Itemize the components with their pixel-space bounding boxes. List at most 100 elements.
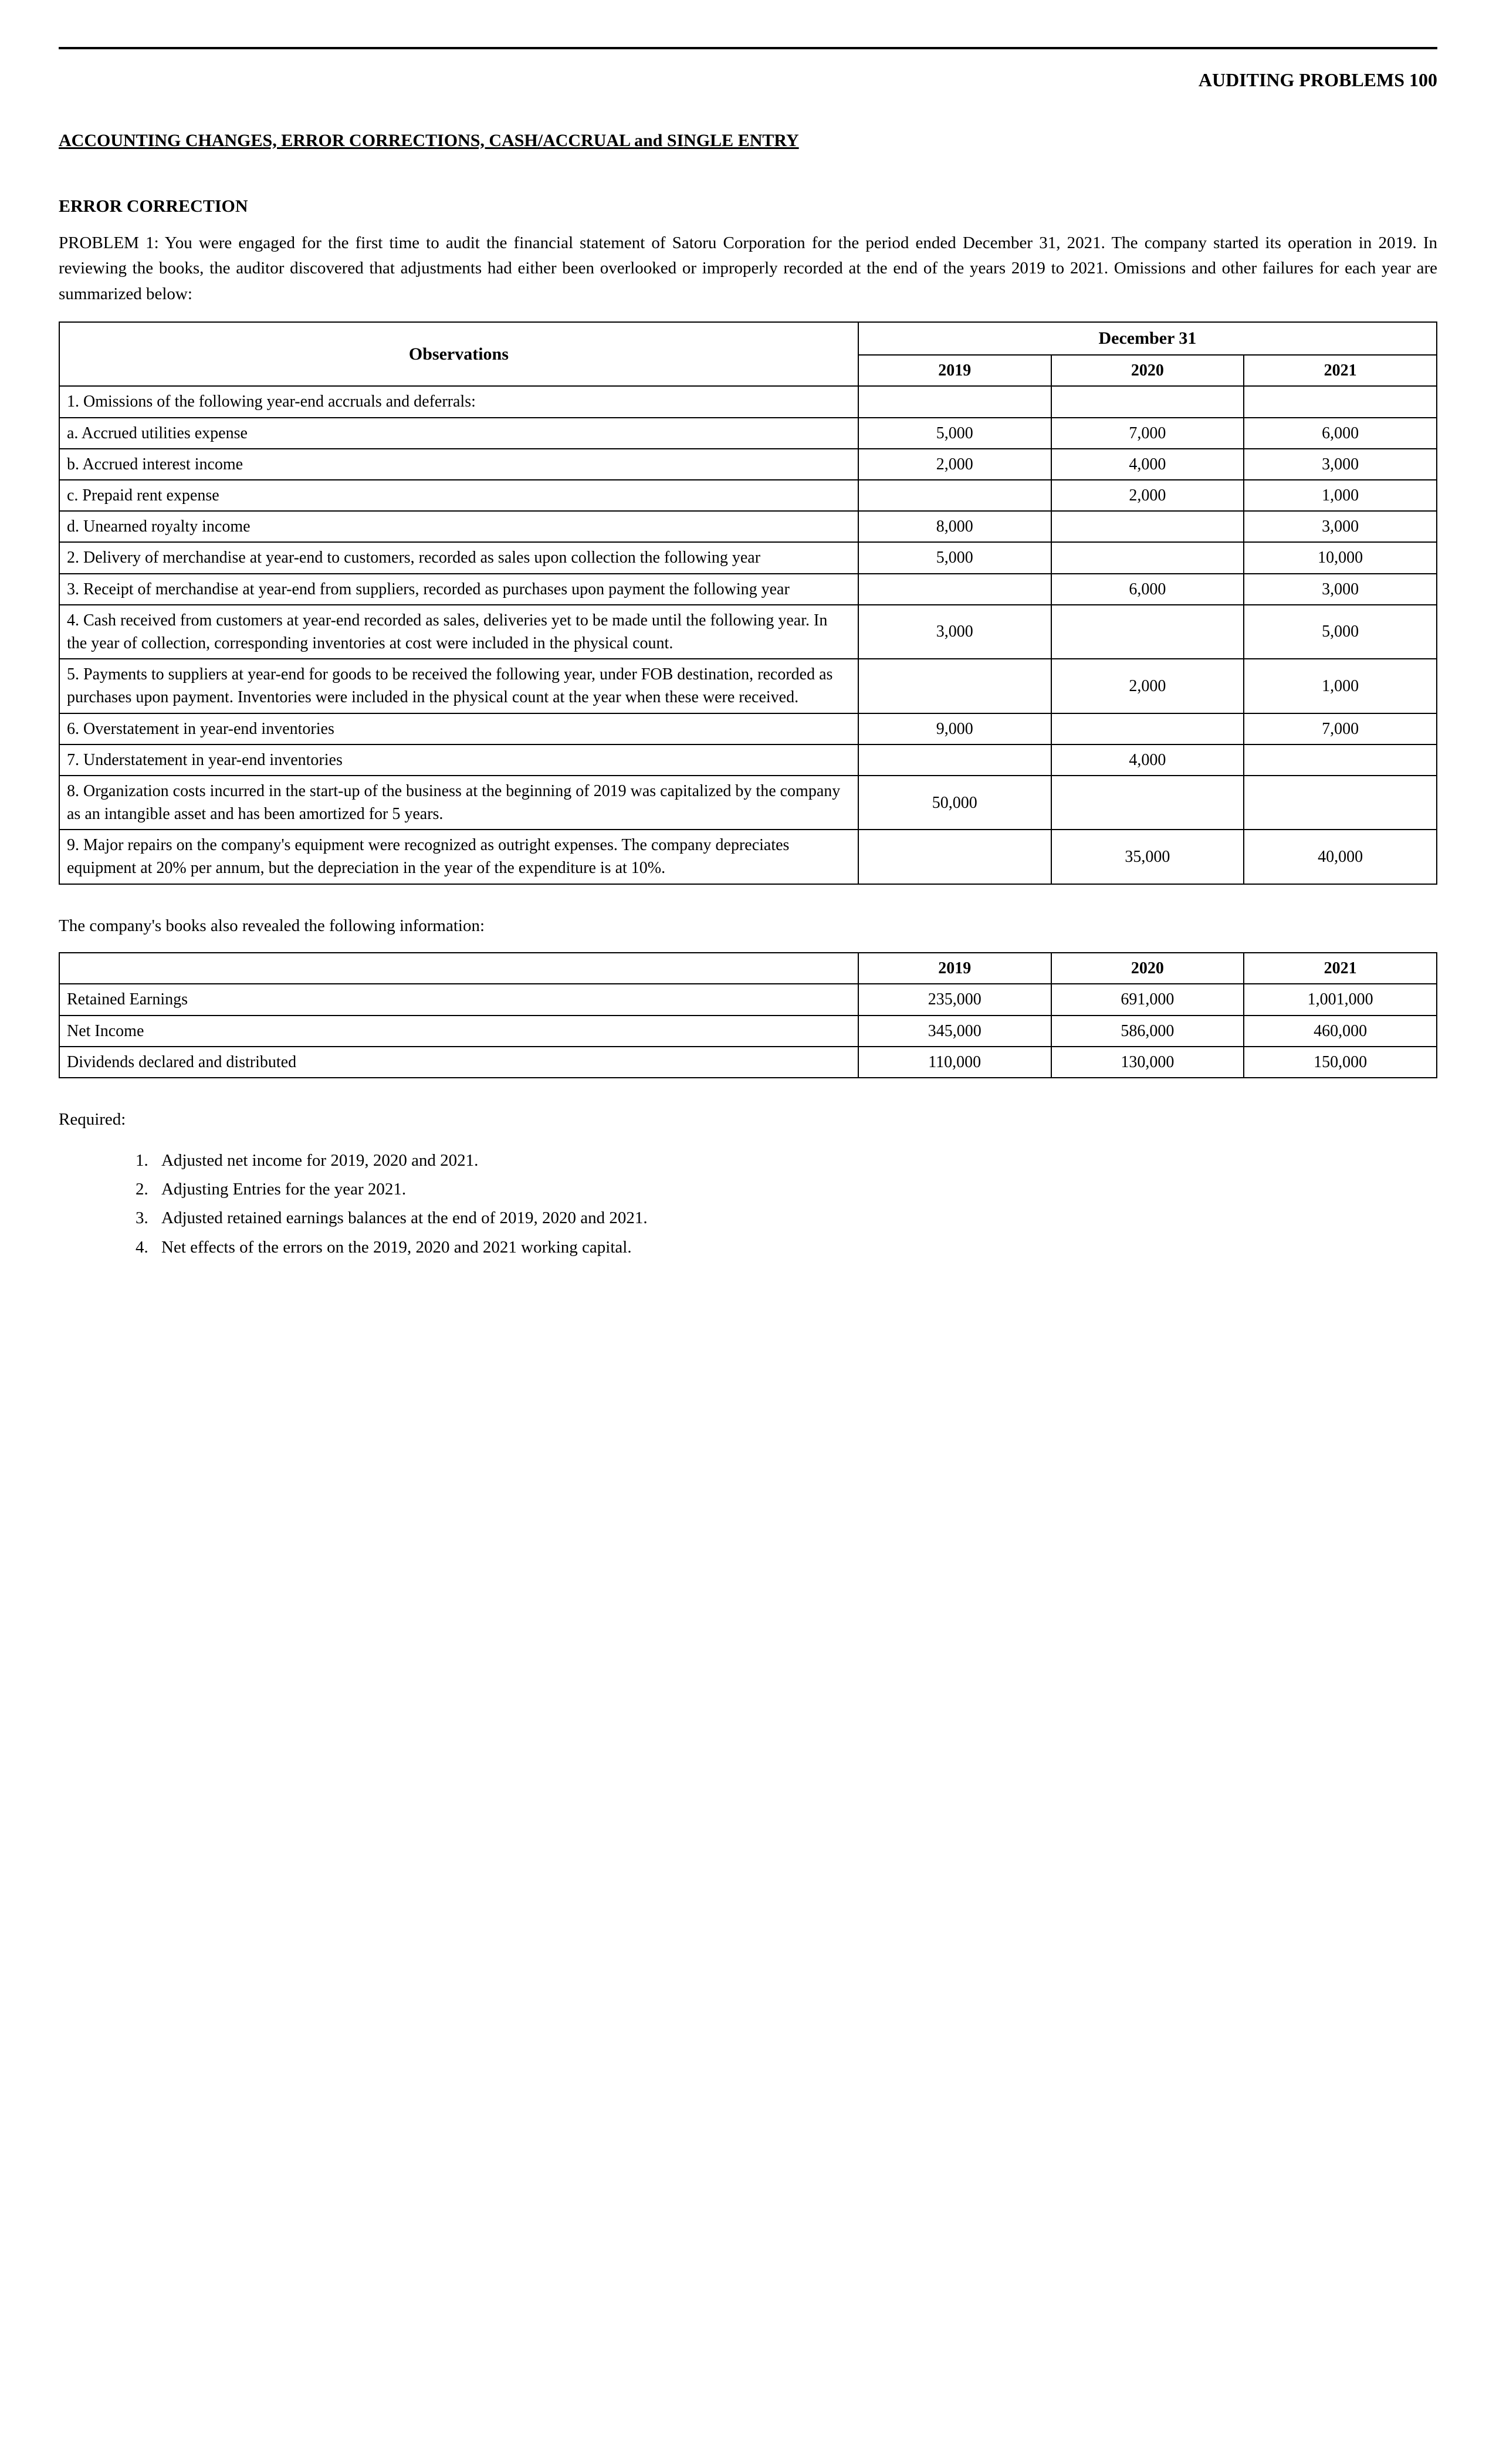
books-value: 1,001,000 <box>1244 984 1437 1015</box>
table-row: Retained Earnings235,000691,0001,001,000 <box>59 984 1437 1015</box>
books-value: 150,000 <box>1244 1047 1437 1078</box>
table-row: 5. Payments to suppliers at year-end for… <box>59 659 1437 713</box>
observation-desc: 8. Organization costs incurred in the st… <box>59 776 858 830</box>
books-year-2019: 2019 <box>858 953 1051 984</box>
info-text: The company's books also revealed the fo… <box>59 914 1437 938</box>
observation-value <box>1051 511 1244 542</box>
observation-value: 1,000 <box>1244 480 1437 511</box>
observation-value: 5,000 <box>858 542 1051 573</box>
observation-value: 4,000 <box>1051 449 1244 480</box>
books-value: 110,000 <box>858 1047 1051 1078</box>
observations-table: Observations December 31 2019 2020 2021 … <box>59 321 1437 884</box>
observation-value: 50,000 <box>858 776 1051 830</box>
observation-value: 3,000 <box>1244 449 1437 480</box>
observation-desc: a. Accrued utilities expense <box>59 418 858 449</box>
observation-value <box>858 659 1051 713</box>
observation-value <box>1051 776 1244 830</box>
books-year-2021: 2021 <box>1244 953 1437 984</box>
table-header-row: Observations December 31 <box>59 322 1437 355</box>
observation-desc: 9. Major repairs on the company's equipm… <box>59 830 858 884</box>
table-row: a. Accrued utilities expense5,0007,0006,… <box>59 418 1437 449</box>
observation-value: 5,000 <box>1244 605 1437 659</box>
observation-value <box>858 386 1051 417</box>
page-title: AUDITING PROBLEMS 100 <box>59 67 1437 93</box>
observation-desc: 6. Overstatement in year-end inventories <box>59 713 858 744</box>
observation-value <box>1244 386 1437 417</box>
table-row: 4. Cash received from customers at year-… <box>59 605 1437 659</box>
observation-value: 2,000 <box>1051 659 1244 713</box>
table-row: 8. Organization costs incurred in the st… <box>59 776 1437 830</box>
table-row: d. Unearned royalty income8,000 3,000 <box>59 511 1437 542</box>
observation-value <box>1051 605 1244 659</box>
required-item: Adjusted retained earnings balances at t… <box>153 1204 1437 1233</box>
books-year-2020: 2020 <box>1051 953 1244 984</box>
table-row: 6. Overstatement in year-end inventories… <box>59 713 1437 744</box>
observation-value: 2,000 <box>1051 480 1244 511</box>
observation-desc: 3. Receipt of merchandise at year-end fr… <box>59 574 858 605</box>
section-title: ACCOUNTING CHANGES, ERROR CORRECTIONS, C… <box>59 128 1437 153</box>
required-item: Net effects of the errors on the 2019, 2… <box>153 1233 1437 1262</box>
observation-desc: 7. Understatement in year-end inventorie… <box>59 744 858 776</box>
required-list: Adjusted net income for 2019, 2020 and 2… <box>153 1146 1437 1262</box>
books-value: 130,000 <box>1051 1047 1244 1078</box>
subsection-title: ERROR CORRECTION <box>59 194 1437 219</box>
year-2020: 2020 <box>1051 355 1244 386</box>
table-row: b. Accrued interest income2,0004,0003,00… <box>59 449 1437 480</box>
table-row: 2. Delivery of merchandise at year-end t… <box>59 542 1437 573</box>
observation-value: 40,000 <box>1244 830 1437 884</box>
observation-value <box>1244 776 1437 830</box>
observation-value: 1,000 <box>1244 659 1437 713</box>
books-value: 691,000 <box>1051 984 1244 1015</box>
observations-header: Observations <box>59 322 858 386</box>
observation-value: 35,000 <box>1051 830 1244 884</box>
required-label: Required: <box>59 1108 1437 1132</box>
observation-value <box>858 830 1051 884</box>
observation-value: 3,000 <box>1244 574 1437 605</box>
observation-value: 9,000 <box>858 713 1051 744</box>
observation-value <box>1051 386 1244 417</box>
observation-value: 6,000 <box>1244 418 1437 449</box>
observation-value: 8,000 <box>858 511 1051 542</box>
table-row: 3. Receipt of merchandise at year-end fr… <box>59 574 1437 605</box>
observation-desc: d. Unearned royalty income <box>59 511 858 542</box>
observation-value <box>858 480 1051 511</box>
observation-value: 2,000 <box>858 449 1051 480</box>
observation-value: 5,000 <box>858 418 1051 449</box>
books-desc: Retained Earnings <box>59 984 858 1015</box>
table-row: 1. Omissions of the following year-end a… <box>59 386 1437 417</box>
table-row: 9. Major repairs on the company's equipm… <box>59 830 1437 884</box>
books-value: 586,000 <box>1051 1016 1244 1047</box>
observation-value: 7,000 <box>1244 713 1437 744</box>
observation-value: 6,000 <box>1051 574 1244 605</box>
observation-value: 3,000 <box>1244 511 1437 542</box>
table-row: 7. Understatement in year-end inventorie… <box>59 744 1437 776</box>
observation-value: 4,000 <box>1051 744 1244 776</box>
observation-value: 3,000 <box>858 605 1051 659</box>
problem-text: PROBLEM 1: You were engaged for the firs… <box>59 231 1437 307</box>
books-value: 235,000 <box>858 984 1051 1015</box>
observation-value <box>1051 542 1244 573</box>
observation-value <box>858 574 1051 605</box>
observation-desc: 5. Payments to suppliers at year-end for… <box>59 659 858 713</box>
observation-value: 10,000 <box>1244 542 1437 573</box>
books-value: 345,000 <box>858 1016 1051 1047</box>
year-2019: 2019 <box>858 355 1051 386</box>
books-table: 2019 2020 2021 Retained Earnings235,0006… <box>59 952 1437 1078</box>
table-row: Net Income345,000586,000460,000 <box>59 1016 1437 1047</box>
observation-desc: 2. Delivery of merchandise at year-end t… <box>59 542 858 573</box>
observation-desc: 4. Cash received from customers at year-… <box>59 605 858 659</box>
observation-desc: c. Prepaid rent expense <box>59 480 858 511</box>
observation-desc: b. Accrued interest income <box>59 449 858 480</box>
observation-value <box>1244 744 1437 776</box>
books-header-row: 2019 2020 2021 <box>59 953 1437 984</box>
required-item: Adjusted net income for 2019, 2020 and 2… <box>153 1146 1437 1175</box>
december-header: December 31 <box>858 322 1437 355</box>
top-rule <box>59 47 1437 49</box>
required-item: Adjusting Entries for the year 2021. <box>153 1175 1437 1204</box>
observation-value <box>1051 713 1244 744</box>
observation-desc: 1. Omissions of the following year-end a… <box>59 386 858 417</box>
books-desc: Net Income <box>59 1016 858 1047</box>
table-row: Dividends declared and distributed110,00… <box>59 1047 1437 1078</box>
table-row: c. Prepaid rent expense 2,0001,000 <box>59 480 1437 511</box>
year-2021: 2021 <box>1244 355 1437 386</box>
